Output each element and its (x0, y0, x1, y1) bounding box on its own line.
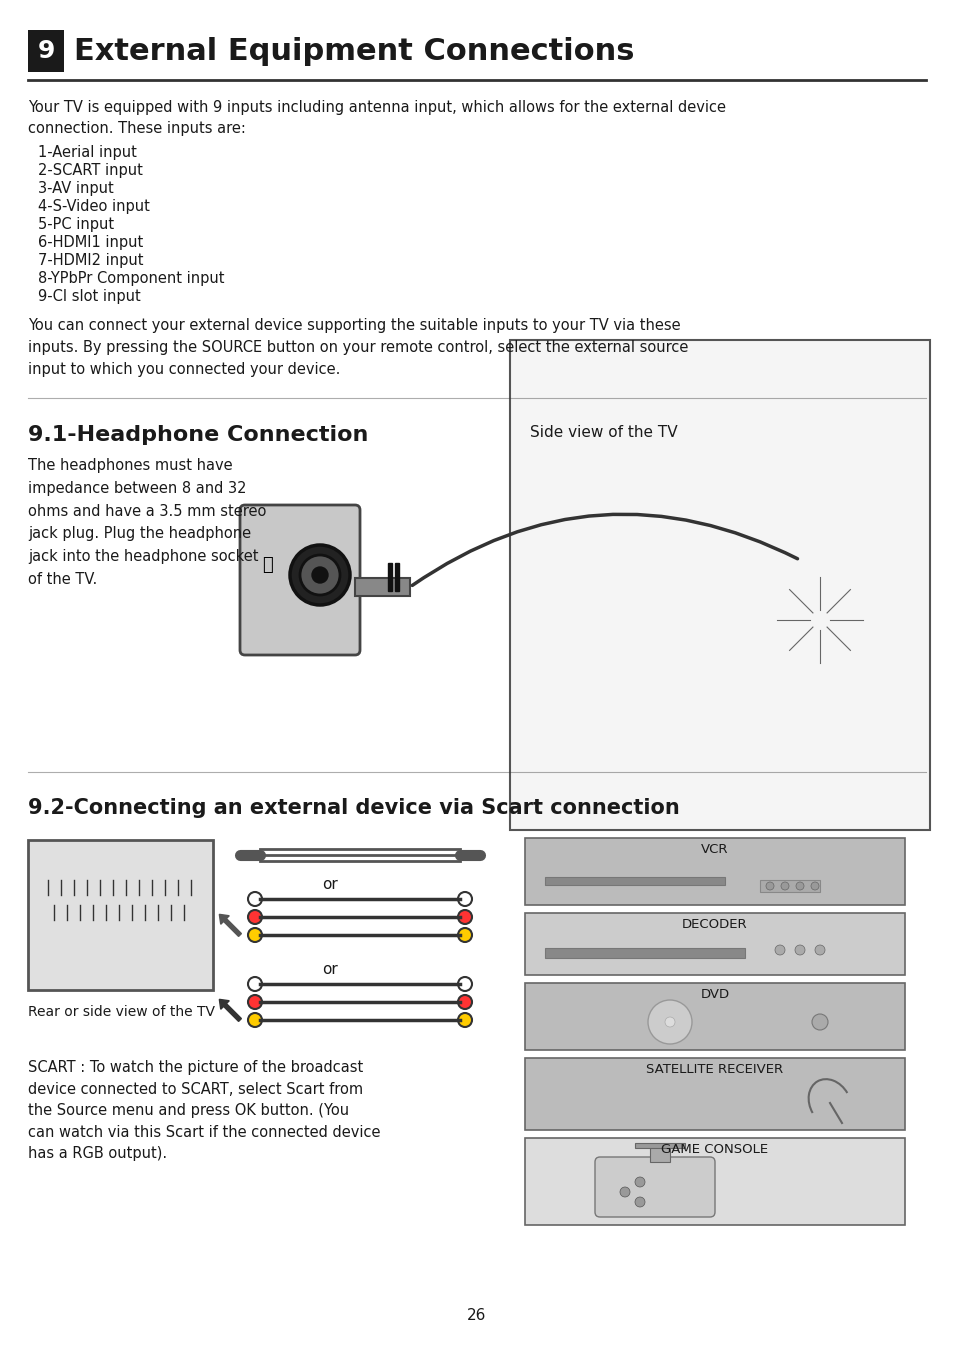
Circle shape (290, 546, 350, 605)
Text: Your TV is equipped with 9 inputs including antenna input, which allows for the : Your TV is equipped with 9 inputs includ… (28, 100, 725, 135)
Circle shape (248, 927, 262, 942)
Text: 5-PC input: 5-PC input (38, 217, 114, 232)
Text: 4-S-Video input: 4-S-Video input (38, 199, 150, 214)
Text: 1-Aerial input: 1-Aerial input (38, 145, 136, 160)
Text: DECODER: DECODER (681, 918, 747, 932)
Bar (28, 30, 64, 72)
Circle shape (248, 978, 262, 991)
Circle shape (457, 1013, 472, 1026)
FancyBboxPatch shape (240, 505, 359, 655)
Text: You can connect your external device supporting the suitable inputs to your TV v: You can connect your external device sup… (28, 318, 688, 378)
Circle shape (457, 910, 472, 923)
Text: Side view of the TV: Side view of the TV (530, 425, 677, 440)
Circle shape (248, 995, 262, 1009)
Circle shape (248, 1013, 262, 1026)
Circle shape (720, 510, 820, 611)
Circle shape (810, 881, 818, 890)
Circle shape (619, 1187, 629, 1197)
Bar (544, 948, 744, 959)
Circle shape (795, 881, 803, 890)
Circle shape (774, 575, 864, 665)
Bar (635, 1143, 684, 1148)
Circle shape (457, 995, 472, 1009)
Text: DVD: DVD (700, 988, 729, 1001)
Circle shape (635, 1177, 644, 1187)
Text: External Equipment Connections: External Equipment Connections (74, 37, 634, 65)
Bar (524, 1137, 904, 1225)
Bar (395, 563, 398, 590)
Text: 3-AV input: 3-AV input (38, 181, 113, 196)
Text: 2-SCART input: 2-SCART input (38, 162, 143, 177)
Bar (524, 983, 904, 1049)
Text: or: or (322, 961, 337, 978)
Bar (760, 880, 820, 892)
Text: 9: 9 (37, 39, 54, 64)
Bar (28, 839, 213, 990)
Circle shape (248, 892, 262, 906)
Circle shape (635, 1197, 644, 1206)
Bar (524, 1057, 904, 1131)
Text: 🎧: 🎧 (262, 556, 274, 574)
Circle shape (299, 555, 339, 594)
Text: GAME CONSOLE: GAME CONSOLE (660, 1143, 768, 1156)
FancyArrow shape (219, 914, 241, 937)
Circle shape (248, 910, 262, 923)
Text: SCART : To watch the picture of the broadcast
device connected to SCART, select : SCART : To watch the picture of the broa… (28, 1060, 380, 1162)
Bar (524, 913, 904, 975)
Text: 9-CI slot input: 9-CI slot input (38, 288, 141, 305)
Text: VCR: VCR (700, 844, 728, 856)
Circle shape (811, 1014, 827, 1030)
FancyArrow shape (219, 999, 241, 1021)
Text: SATELLITE RECEIVER: SATELLITE RECEIVER (646, 1063, 782, 1076)
Text: 7-HDMI2 input: 7-HDMI2 input (38, 253, 143, 268)
Bar (355, 578, 410, 596)
Circle shape (457, 978, 472, 991)
Circle shape (738, 528, 801, 592)
Bar (388, 563, 392, 590)
Text: Rear or side view of the TV: Rear or side view of the TV (28, 1005, 214, 1020)
FancyBboxPatch shape (595, 1158, 714, 1217)
Text: 8-YPbPr Component input: 8-YPbPr Component input (38, 271, 224, 286)
Bar (544, 877, 724, 886)
Text: 6-HDMI1 input: 6-HDMI1 input (38, 236, 143, 250)
Circle shape (781, 881, 788, 890)
Text: The headphones must have
impedance between 8 and 32
ohms and have a 3.5 mm stere: The headphones must have impedance betwe… (28, 458, 266, 588)
Text: 9.1-Headphone Connection: 9.1-Headphone Connection (28, 425, 368, 445)
Text: or: or (322, 877, 337, 892)
Circle shape (794, 945, 804, 955)
Circle shape (312, 567, 328, 584)
Circle shape (774, 945, 784, 955)
Circle shape (457, 892, 472, 906)
Bar (510, 340, 929, 830)
Circle shape (457, 927, 472, 942)
Circle shape (647, 1001, 691, 1044)
Circle shape (664, 1017, 675, 1026)
Circle shape (814, 945, 824, 955)
Text: 9.2-Connecting an external device via Scart connection: 9.2-Connecting an external device via Sc… (28, 798, 679, 818)
Circle shape (765, 881, 773, 890)
Circle shape (749, 550, 889, 691)
Text: 26: 26 (467, 1308, 486, 1323)
Bar (524, 838, 904, 904)
Bar (649, 1147, 669, 1162)
